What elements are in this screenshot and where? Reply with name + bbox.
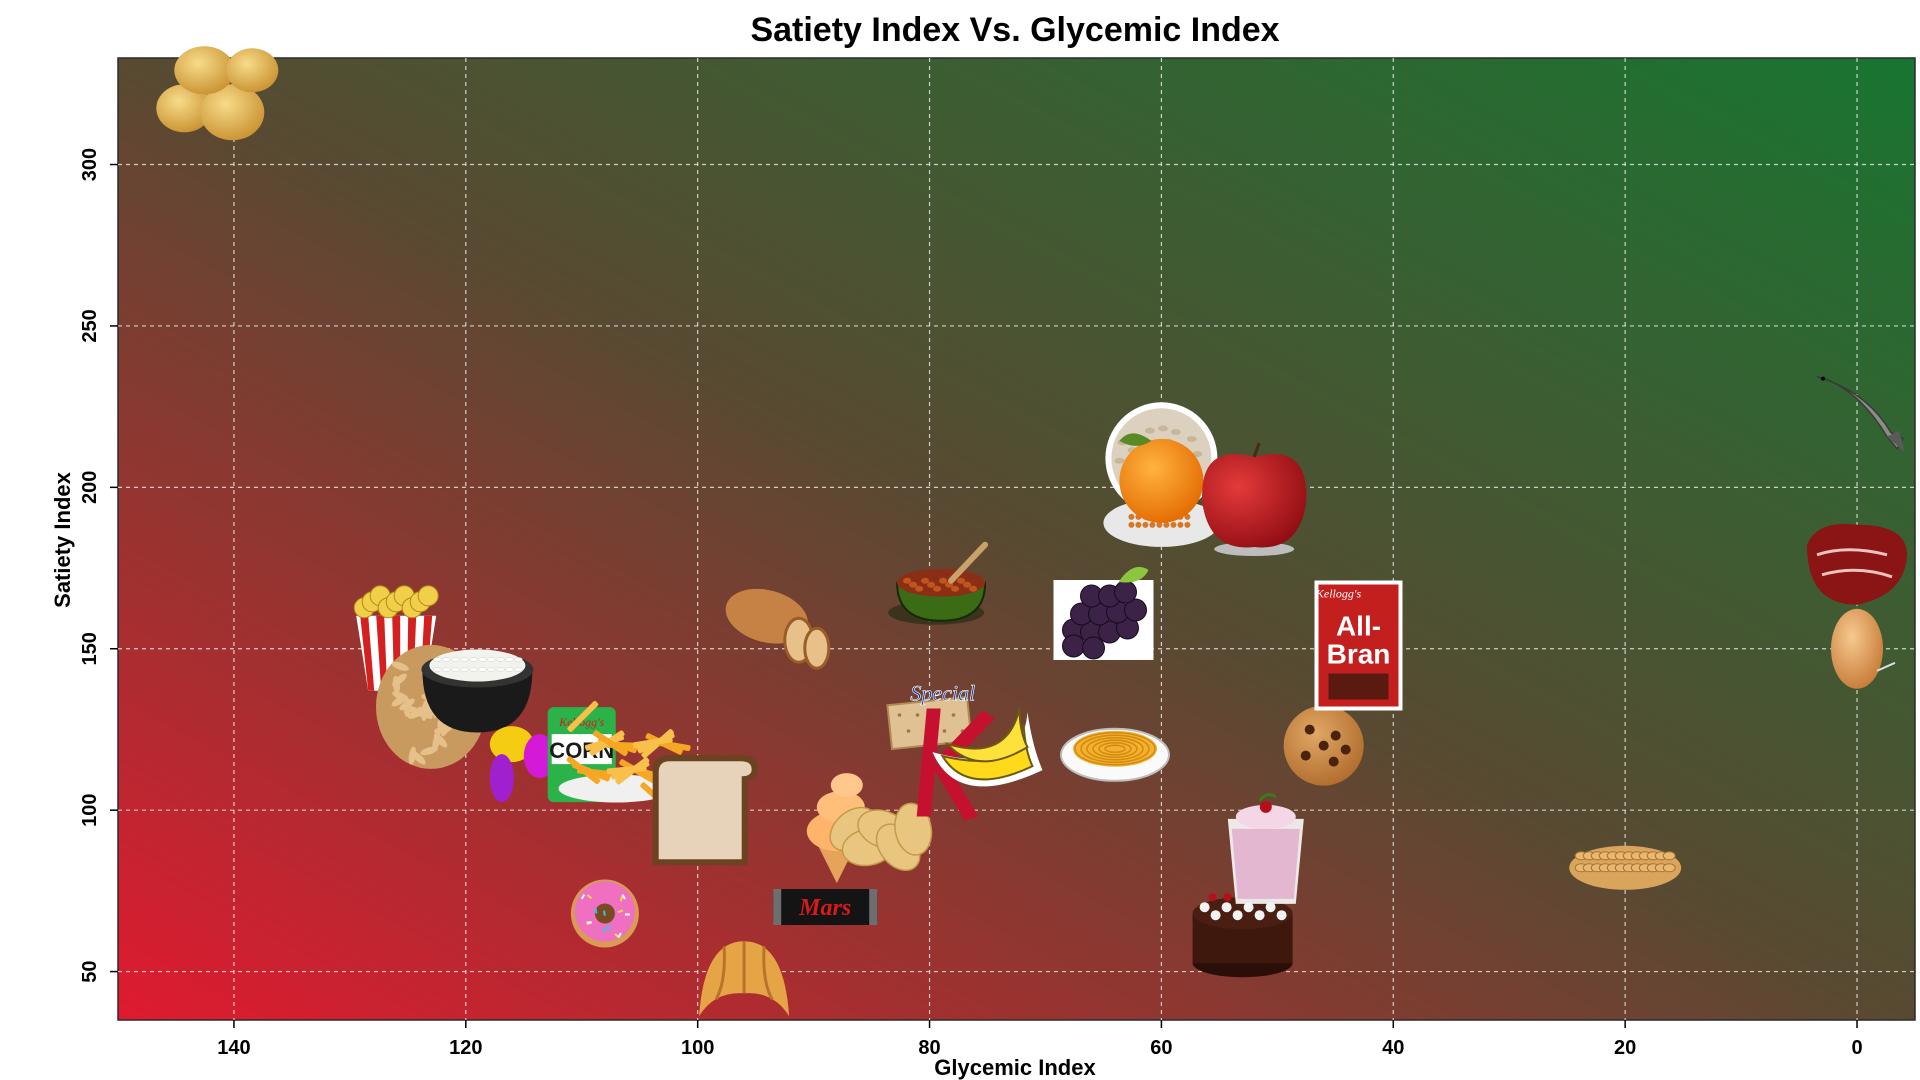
data-point-cake [1192, 893, 1293, 978]
x-tick-label: 60 [1150, 1037, 1172, 1059]
y-axis-label: Satiety Index [50, 471, 75, 607]
data-point-yogurt [1227, 793, 1304, 904]
x-tick-label: 0 [1851, 1037, 1862, 1059]
data-point-baked-beans [888, 541, 989, 625]
data-point-peanuts [1569, 845, 1682, 890]
x-tick-label: 20 [1614, 1037, 1636, 1059]
data-point-white-rice [421, 649, 534, 733]
data-point-all-bran: Kellogg's All-Bran [1314, 580, 1403, 711]
data-point-oranges [1119, 433, 1204, 523]
svg-text:Special: Special [910, 681, 975, 706]
y-tick-label: 200 [79, 471, 101, 504]
data-point-eggs [1831, 608, 1896, 689]
x-tick-label: 100 [681, 1037, 714, 1059]
data-point-potatoes [156, 46, 279, 141]
y-tick-label: 300 [79, 148, 101, 181]
x-tick-label: 140 [217, 1037, 250, 1059]
svg-text:Bran: Bran [1327, 639, 1391, 670]
y-tick-label: 150 [79, 632, 101, 665]
data-point-croissant [699, 941, 790, 1017]
data-point-bananas [932, 707, 1043, 787]
y-tick-label: 100 [79, 793, 101, 826]
x-tick-label: 40 [1382, 1037, 1404, 1059]
chart-title: Satiety Index Vs. Glycemic Index [750, 11, 1279, 49]
svg-text:Kellogg's: Kellogg's [1315, 587, 1362, 601]
data-point-white-bread [652, 755, 758, 866]
data-point-cookies [1283, 705, 1364, 786]
data-point-wholemeal-bread [725, 588, 831, 670]
x-axis-label: Glycemic Index [934, 1055, 1096, 1080]
y-tick-label: 50 [79, 960, 101, 982]
svg-text:Mars: Mars [798, 895, 851, 921]
data-point-special-k: Special [910, 680, 995, 821]
data-points: CORNKellogg'sMarsSpecialKellogg'sAll-Bra… [156, 46, 1907, 1017]
data-point-grapes [1053, 566, 1154, 660]
x-tick-label: 80 [918, 1037, 940, 1059]
data-point-apples [1202, 442, 1307, 556]
data-point-doughnut [570, 879, 639, 948]
y-tick-label: 250 [79, 309, 101, 342]
x-tick-label: 120 [449, 1037, 482, 1059]
data-point-pasta [1060, 727, 1170, 782]
data-point-beef [1807, 523, 1907, 605]
data-point-fish [1816, 375, 1905, 453]
svg-text:All-: All- [1336, 611, 1381, 642]
data-point-mars-bar: Mars [773, 889, 878, 925]
